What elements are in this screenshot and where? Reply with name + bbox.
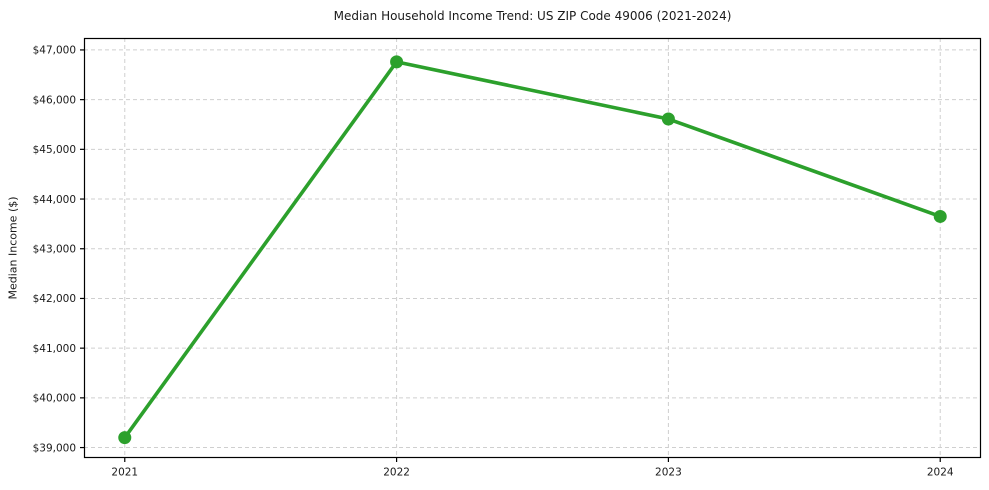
y-axis-label: Median Income ($) [6, 196, 20, 300]
x-tick-label: 2022 [383, 467, 410, 479]
x-tick-label: 2024 [927, 467, 954, 479]
y-tick-label: $40,000 [33, 393, 76, 405]
data-point-marker [933, 209, 947, 223]
y-tick-label: $44,000 [33, 194, 76, 206]
y-tick-label: $41,000 [33, 343, 76, 355]
y-tick-label: $46,000 [33, 94, 76, 106]
axes-spines [83, 37, 982, 459]
y-tick-label: $39,000 [33, 442, 76, 454]
x-tick-label: 2021 [111, 467, 138, 479]
y-tick-label: $45,000 [33, 144, 76, 156]
y-tick-label: $47,000 [33, 45, 76, 57]
y-tick-label: $42,000 [33, 293, 76, 305]
income-trend-line [122, 60, 943, 440]
data-point-marker [661, 112, 675, 126]
y-tick-label: $43,000 [33, 244, 76, 256]
x-tick-label: 2023 [655, 467, 682, 479]
data-point-marker [118, 431, 132, 445]
data-point-marker [390, 55, 404, 69]
chart-title: Median Household Income Trend: US ZIP Co… [333, 9, 732, 23]
